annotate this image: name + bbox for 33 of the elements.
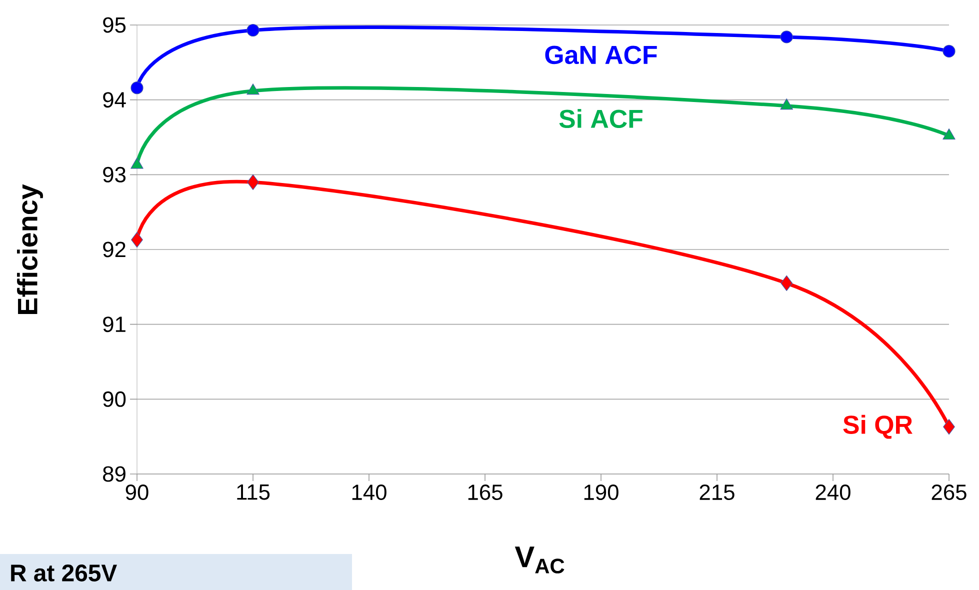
series-label: Si QR bbox=[843, 414, 912, 439]
point bbox=[780, 30, 793, 44]
point bbox=[943, 419, 955, 435]
y-tick-label: 91 bbox=[103, 316, 126, 332]
x-tick-label: 215 bbox=[700, 484, 734, 500]
x-tick-label: 240 bbox=[816, 484, 850, 500]
x-axis-title: V$_{AC}$ bbox=[514, 546, 564, 574]
y-tick-label: 89 bbox=[103, 466, 126, 482]
x-tick-label: 115 bbox=[237, 484, 270, 500]
point bbox=[130, 158, 144, 169]
point bbox=[246, 24, 260, 37]
point bbox=[247, 174, 259, 190]
y-tick-label: 93 bbox=[103, 166, 126, 182]
series-label: GaN ACF bbox=[545, 46, 657, 64]
point bbox=[246, 84, 260, 95]
y-tick-label: 94 bbox=[103, 92, 126, 108]
point bbox=[942, 128, 956, 140]
x-tick-label: 190 bbox=[584, 484, 618, 500]
series-label: Si ACF bbox=[559, 109, 642, 128]
point bbox=[780, 98, 793, 110]
x-tick-label: 90 bbox=[126, 484, 148, 500]
y-axis-title: Efficiency bbox=[17, 184, 43, 314]
x-tick-label: 165 bbox=[468, 484, 502, 500]
y-tick-label: 90 bbox=[103, 391, 126, 407]
point bbox=[942, 44, 956, 58]
point bbox=[780, 275, 793, 291]
point bbox=[130, 82, 144, 94]
y-tick-label: 92 bbox=[103, 242, 126, 258]
x-tick-label: 140 bbox=[352, 484, 386, 500]
point bbox=[131, 232, 143, 248]
x-tick-label: 265 bbox=[932, 484, 966, 500]
y-tick-label: 95 bbox=[103, 17, 126, 33]
text: R at 265V bbox=[11, 564, 117, 582]
